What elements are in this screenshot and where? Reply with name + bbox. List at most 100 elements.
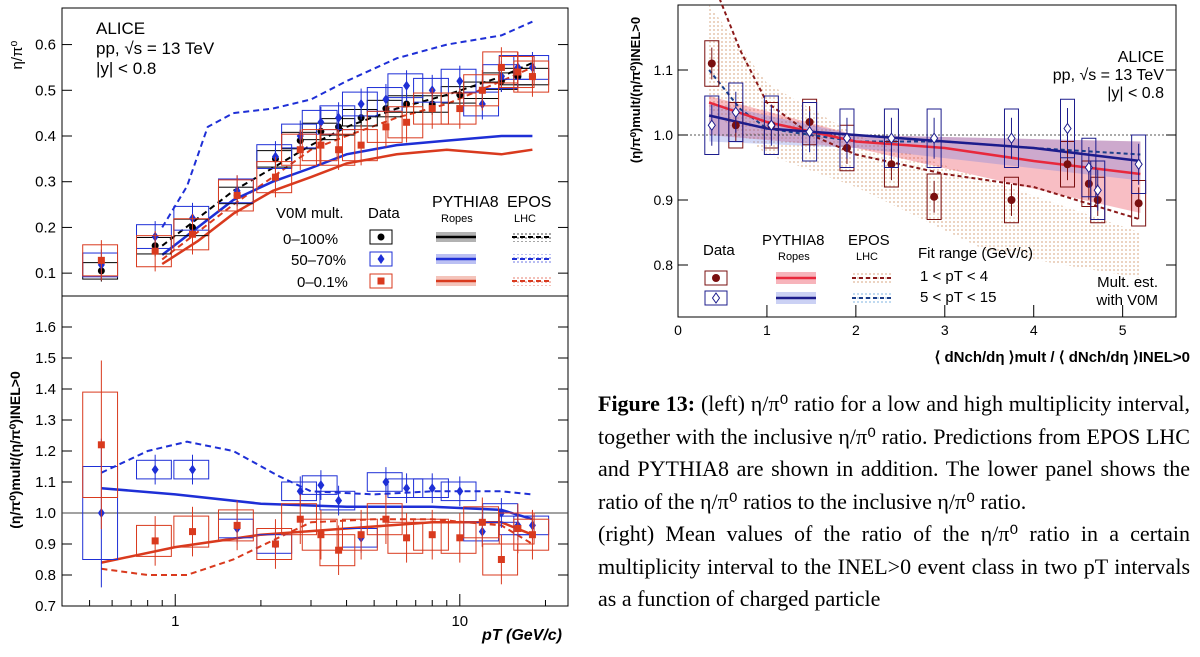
syst-box	[440, 481, 477, 502]
legend-data-box	[704, 270, 728, 286]
data-point	[403, 80, 411, 91]
ytick-label: 1.2	[35, 443, 56, 460]
data-point	[805, 125, 814, 138]
syst-box	[82, 244, 119, 277]
pythia-high-curve	[161, 148, 533, 266]
ytick-label: 1.0	[35, 505, 56, 522]
r-note-2: with V0M	[1095, 292, 1158, 309]
left-top-header-1: ALICE	[96, 19, 145, 38]
data-point	[842, 132, 852, 145]
data-point	[707, 59, 716, 68]
syst-box	[366, 503, 403, 536]
xtick-label: 1	[171, 613, 179, 630]
data-point	[335, 112, 343, 123]
data-point	[189, 464, 197, 475]
syst-box	[136, 524, 172, 557]
syst-box	[387, 73, 424, 99]
data-point	[930, 132, 939, 145]
r-legend-row2: 5 < pT < 15	[920, 289, 996, 306]
left-top-header-3: |y| < 0.8	[96, 59, 156, 78]
data-point	[767, 119, 776, 132]
epos-low-line	[719, 0, 1141, 221]
data-point	[151, 537, 159, 545]
data-point	[478, 518, 486, 526]
syst-box	[136, 235, 172, 268]
xtick-label: 10	[451, 613, 468, 630]
left-bottom-xlabel: pT (GeV/c)	[481, 627, 562, 644]
data-point	[317, 480, 325, 491]
ytick-label: 1.0	[654, 127, 674, 143]
epos-high-ratio	[101, 518, 533, 576]
syst-box	[463, 506, 500, 539]
data-point	[1063, 160, 1072, 169]
right-xlabel: ⟨ dNch/dη ⟩mult / ⟨ dNch/dη ⟩INEL>0	[935, 349, 1191, 366]
ytick-label: 1.4	[35, 381, 56, 398]
right-yticks: 0.8 0.9 1.0 1.1	[654, 62, 1176, 273]
data-point	[478, 86, 486, 94]
ytick-label: 0.9	[654, 192, 674, 208]
syst-box	[387, 478, 424, 498]
r-legend-pythia: PYTHIA8	[762, 232, 825, 249]
data-point	[357, 531, 365, 539]
syst-box	[387, 106, 424, 139]
left-bottom-content	[62, 360, 568, 588]
left-top-content	[82, 20, 550, 282]
syst-box	[1003, 108, 1019, 168]
data-point	[456, 105, 464, 113]
syst-box	[173, 218, 210, 251]
r-legend-fit: Fit range (GeV/c)	[918, 245, 1033, 262]
data-point	[497, 63, 505, 71]
xtick-label: 0	[674, 322, 682, 338]
syst-box	[217, 179, 254, 212]
data-point	[514, 68, 522, 76]
caption-paragraph-1: Figure 13: (left) η/π⁰ ratio for a low a…	[598, 388, 1190, 518]
data-point	[528, 73, 536, 81]
legend-data-marker	[711, 292, 721, 304]
xtick-label: 4	[1030, 322, 1038, 338]
data-point	[97, 441, 105, 449]
syst-box	[498, 512, 535, 545]
data-point	[403, 118, 411, 126]
syst-box	[136, 459, 172, 480]
syst-box	[366, 472, 403, 492]
data-point	[189, 230, 197, 238]
data-point	[357, 141, 365, 149]
syst-box	[387, 521, 424, 554]
epos-mid-curve	[161, 20, 533, 228]
pythia-high-line	[708, 114, 1141, 163]
right-xticks: 0 1 2 3 4 5	[674, 305, 1127, 338]
legend-data-box	[369, 273, 393, 289]
syst-box	[704, 95, 720, 155]
data-point	[456, 486, 464, 497]
legend-data-box	[704, 290, 728, 306]
legend-marks	[369, 229, 552, 289]
right-header-1: ALICE	[1118, 49, 1164, 66]
ytick-label: 0.7	[35, 598, 56, 615]
left-top-ylabel: η/π⁰	[9, 41, 26, 70]
data-point	[428, 105, 436, 113]
right-header-2: pp, √s = 13 TeV	[1053, 67, 1165, 84]
data-point	[456, 76, 464, 87]
caption-text-2: (right) Mean values of the ratio of the …	[598, 521, 1190, 611]
data-point	[930, 192, 939, 201]
left-bottom-xticks: 1 10	[89, 594, 546, 630]
syst-box	[82, 466, 119, 560]
legend-epos-sub: LHC	[514, 213, 536, 225]
data-point	[233, 191, 241, 199]
syst-box	[281, 133, 317, 166]
ytick-label: 0.2	[35, 219, 56, 236]
syst-box	[256, 144, 293, 169]
xtick-label: 2	[852, 322, 860, 338]
data-point	[1063, 122, 1072, 135]
r-legend-marks	[704, 270, 892, 306]
syst-box	[513, 60, 550, 93]
r-legend-row1: 1 < pT < 4	[920, 268, 988, 285]
r-legend-epos: EPOS	[848, 232, 890, 249]
syst-box	[217, 509, 254, 542]
ytick-label: 0.1	[35, 265, 56, 282]
ytick-label: 0.8	[35, 567, 56, 584]
ytick-label: 0.6	[35, 37, 56, 54]
epos-all-curve	[161, 61, 533, 247]
data-point	[97, 256, 105, 264]
r-legend-epos-sub: LHC	[856, 251, 878, 263]
